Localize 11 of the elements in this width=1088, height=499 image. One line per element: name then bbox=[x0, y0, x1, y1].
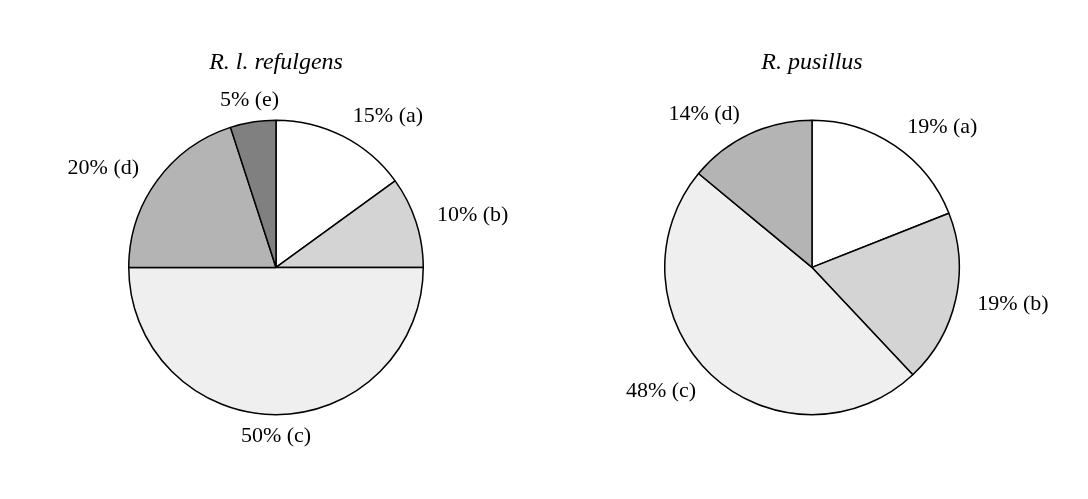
slice-label: 19% (a) bbox=[907, 113, 978, 139]
slice-label: 19% (b) bbox=[977, 290, 1049, 316]
slice-label: 14% (d) bbox=[668, 100, 740, 126]
slice-label: 50% (c) bbox=[240, 422, 312, 448]
slice-label: 5% (e) bbox=[219, 86, 280, 112]
chart-title: R. l. refulgens bbox=[208, 47, 343, 74]
slice-label: 48% (c) bbox=[625, 376, 697, 402]
chart-title: R. pusillus bbox=[760, 47, 863, 74]
slice-label: 10% (b) bbox=[436, 200, 509, 226]
slice-label: 20% (d) bbox=[67, 153, 140, 179]
slice-label: 15% (a) bbox=[352, 102, 424, 128]
